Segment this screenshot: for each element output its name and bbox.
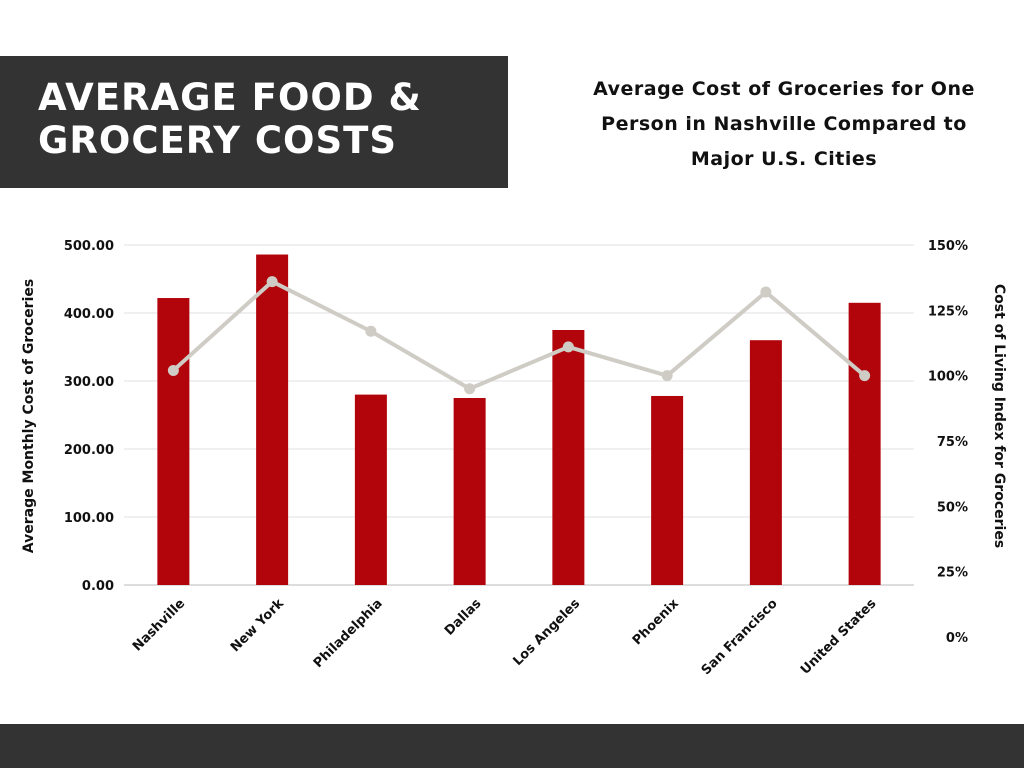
line-point	[266, 276, 278, 288]
y-tick-label: 500.00	[64, 239, 114, 254]
bar	[354, 394, 387, 585]
y2-tick-label: 25%	[937, 566, 968, 581]
y2-tick-label: 125%	[928, 304, 968, 319]
line-point	[562, 341, 574, 353]
y2-tick-label: 75%	[937, 435, 968, 450]
y-tick-label: 100.00	[64, 511, 114, 526]
bar	[552, 330, 585, 585]
y2-tick-label: 0%	[946, 631, 968, 646]
bar	[749, 340, 782, 585]
chart-title-line-1: Average Cost of Groceries for One	[593, 78, 975, 100]
x-tick-label: Phoenix	[630, 596, 682, 648]
x-tick-label: Los Angeles	[510, 596, 583, 669]
line-point	[661, 370, 673, 382]
y-tick-label: 300.00	[64, 375, 114, 390]
y-tick-label: 0.00	[82, 579, 114, 594]
y2-axis-title: Cost of Living Index for Groceries	[991, 284, 1007, 548]
y2-tick-label: 100%	[928, 370, 968, 385]
banner-line-1: AVERAGE FOOD &	[38, 76, 422, 119]
line-point	[464, 383, 476, 395]
line-point	[167, 364, 179, 376]
x-tick-label: Philadelphia	[311, 596, 386, 671]
line-point	[859, 370, 871, 382]
chart-title: Average Cost of Groceries for One Person…	[548, 72, 1020, 177]
footer-bar	[0, 724, 1024, 768]
x-tick-label: Nashville	[130, 596, 188, 654]
banner-line-2: GROCERY COSTS	[38, 119, 398, 162]
chart-title-line-3: Major U.S. Cities	[690, 148, 878, 170]
x-tick-label: San Francisco	[699, 596, 781, 678]
y-tick-label: 200.00	[64, 443, 114, 458]
bar	[848, 302, 881, 585]
bar	[453, 398, 486, 585]
y2-tick-label: 50%	[937, 500, 968, 515]
bar	[157, 298, 190, 585]
x-tick-label: Dallas	[442, 596, 485, 639]
y-tick-label: 400.00	[64, 307, 114, 322]
bar	[651, 395, 684, 585]
y2-tick-label: 150%	[928, 239, 968, 254]
combo-chart: 0.00 100.00 200.00 300.00 400.00 500.00 0% 25% 5…	[21, 239, 1007, 678]
x-tick-label: New York	[228, 596, 287, 655]
chart-title-line-2: Person in Nashville Compared to	[601, 113, 967, 135]
bar	[256, 254, 289, 585]
line-point	[760, 286, 772, 298]
page-banner: AVERAGE FOOD & GROCERY COSTS	[0, 56, 508, 188]
series-line	[172, 279, 866, 391]
line-point	[365, 325, 377, 337]
y-axis-title: Average Monthly Cost of Groceries	[21, 279, 37, 553]
x-tick-label: United States	[798, 596, 880, 678]
